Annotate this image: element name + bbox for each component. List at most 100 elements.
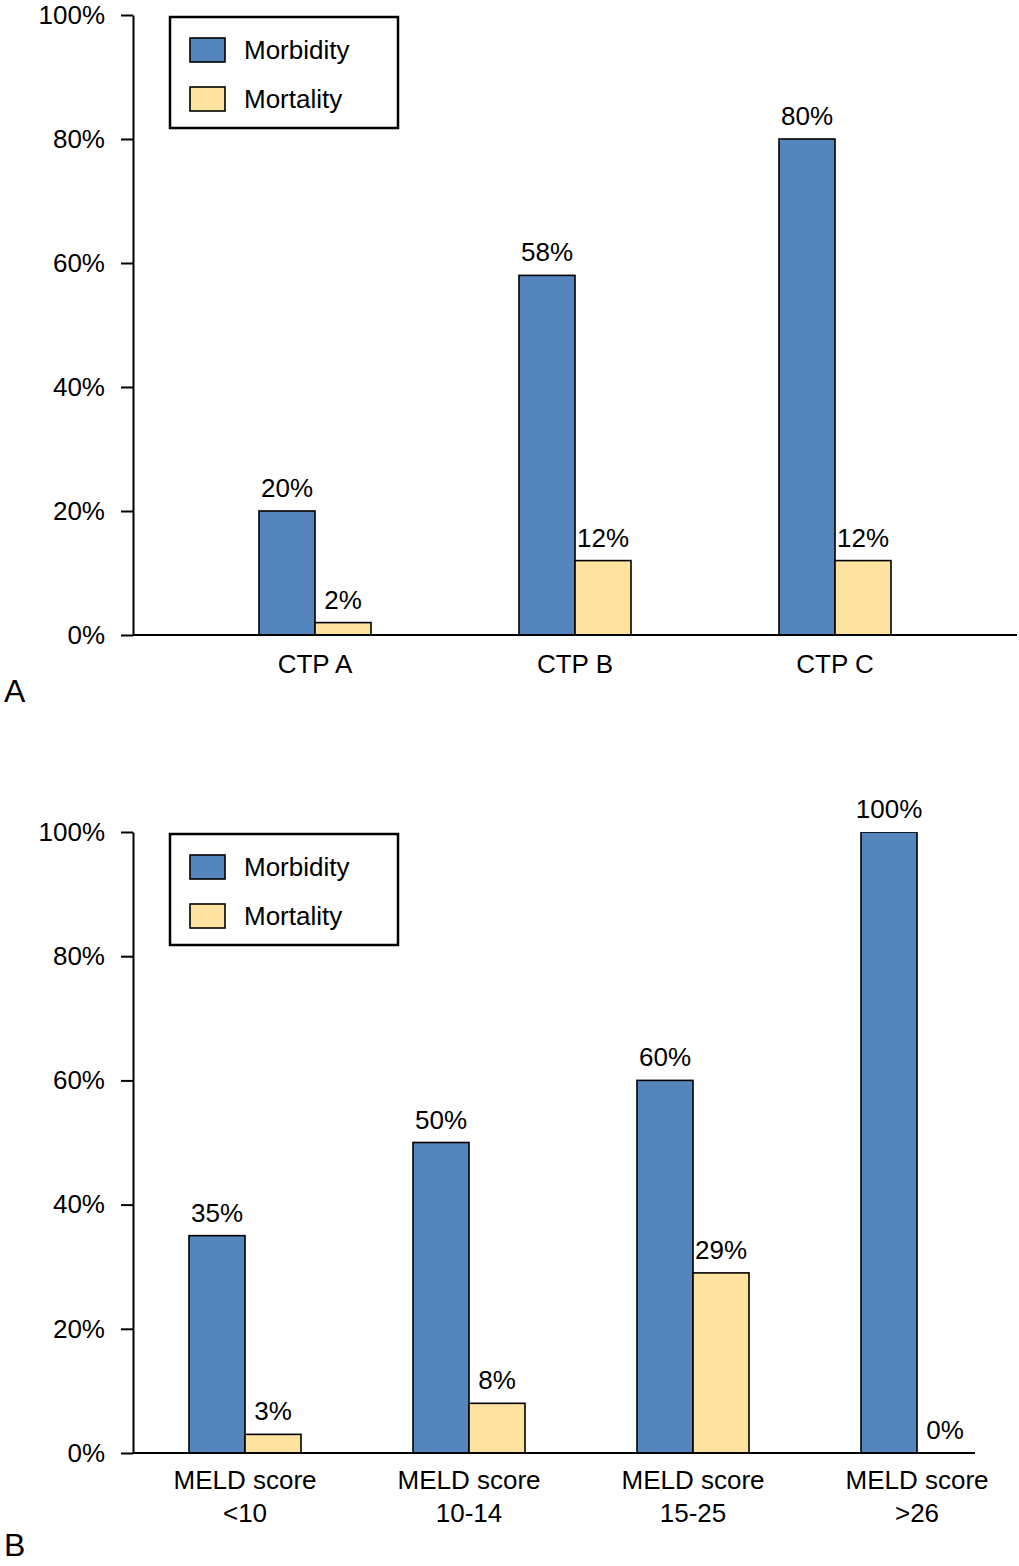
y-tick: 40% [53, 1189, 133, 1219]
x-tick-label: MELD score10-14 [397, 1465, 540, 1528]
y-tick-mark [121, 139, 133, 141]
y-tick: 100% [39, 0, 134, 30]
x-tick-label-line: MELD score [397, 1465, 540, 1495]
bar [469, 1403, 525, 1453]
x-tick: CTP B [537, 635, 613, 679]
y-tick-mark [121, 1080, 133, 1082]
y-axis-line [133, 16, 135, 636]
panel: 35% 50% 60% 100% 3% 8% 29% 0% 0% 20% 40% 60% 80% 100%… [4, 794, 1019, 1563]
data-label: 12% [577, 523, 629, 553]
x-tick-label-line: MELD score [621, 1465, 764, 1495]
x-tick: MELD score10-14 [397, 1453, 540, 1528]
x-tick-label-line: CTP A [278, 649, 353, 679]
x-tick: CTP C [796, 635, 874, 679]
y-tick: 60% [53, 1065, 133, 1095]
y-tick-mark [121, 511, 133, 513]
y-tick-label: 80% [53, 941, 105, 971]
y-axis-line [133, 833, 135, 1454]
bar [315, 623, 371, 635]
x-tick-label-line: >26 [895, 1498, 939, 1528]
y-tick-mark [121, 1328, 133, 1330]
chart-canvas: 20% 58% 80% 2% 12% 12% 0% 20% 40% 60% 80% 100% CTP A… [0, 0, 1019, 1566]
x-tick-label-line: 10-14 [436, 1498, 503, 1528]
x-tick-label: CTP C [796, 649, 874, 679]
y-tick-label: 100% [39, 0, 106, 30]
y-tick-label: 60% [53, 248, 105, 278]
data-label: 29% [695, 1235, 747, 1265]
x-tick-label-line: MELD score [845, 1465, 988, 1495]
legend-swatch [190, 855, 225, 879]
legend-label: Morbidity [244, 35, 349, 65]
data-label: 0% [926, 1415, 964, 1445]
legend-box [170, 17, 398, 128]
y-tick-label: 0% [67, 1438, 105, 1468]
data-label: 2% [324, 585, 362, 615]
data-label: 50% [415, 1105, 467, 1135]
data-label: 8% [478, 1365, 516, 1395]
bar [835, 561, 891, 635]
legend: Morbidity Mortality [170, 17, 398, 128]
data-label: 35% [191, 1198, 243, 1228]
y-tick: 20% [53, 1314, 133, 1344]
legend-box [170, 834, 398, 945]
x-axis-path [134, 635, 1018, 636]
data-label: 100% [856, 794, 923, 824]
legend-label: Mortality [244, 901, 342, 931]
y-tick: 40% [53, 372, 133, 402]
panel-label: B [4, 1527, 25, 1563]
x-axis: MELD score<10MELD score10-14MELD score15… [134, 1453, 1019, 1528]
y-tick-mark [121, 263, 133, 265]
y-tick-mark [121, 832, 133, 834]
y-tick-mark [121, 1453, 133, 1455]
legend-swatch [190, 87, 225, 111]
y-tick-label: 60% [53, 1065, 105, 1095]
x-axis-line [133, 1452, 975, 1454]
y-tick: 60% [53, 248, 133, 278]
y-tick-mark [121, 956, 133, 958]
y-tick-label: 40% [53, 372, 105, 402]
x-tick-label: MELD score<10 [173, 1465, 316, 1528]
panel: 20% 58% 80% 2% 12% 12% 0% 20% 40% 60% 80% 100% CTP A… [4, 0, 1018, 709]
x-tick-label: CTP B [537, 649, 613, 679]
y-tick-mark [121, 1204, 133, 1206]
data-label: 80% [781, 101, 833, 131]
x-tick-label-line: 15-25 [660, 1498, 727, 1528]
bar [637, 1080, 693, 1453]
bar [413, 1143, 469, 1454]
legend-label: Mortality [244, 84, 342, 114]
y-axis: 0% 20% 40% 60% 80% 100% [39, 0, 134, 650]
x-tick: MELD score<10 [173, 1453, 316, 1528]
x-tick-label-line: CTP C [796, 649, 874, 679]
bar [779, 139, 835, 635]
x-axis: CTP A CTP B CTP C [134, 635, 1018, 679]
data-label: 3% [254, 1396, 292, 1426]
x-tick-label-line: <10 [223, 1498, 267, 1528]
data-label: 58% [521, 237, 573, 267]
bar [693, 1273, 749, 1453]
x-axis-path [134, 1453, 1019, 1454]
y-tick: 0% [67, 620, 133, 650]
y-tick-label: 0% [67, 620, 105, 650]
data-label: 20% [261, 473, 313, 503]
legend-label: Morbidity [244, 852, 349, 882]
y-tick-label: 40% [53, 1189, 105, 1219]
x-tick-label: CTP A [278, 649, 353, 679]
y-tick-mark [121, 635, 133, 637]
bar [861, 832, 917, 1453]
x-tick-label-line: MELD score [173, 1465, 316, 1495]
legend-swatch [190, 904, 225, 928]
data-label: 60% [639, 1042, 691, 1072]
x-tick-label: MELD score15-25 [621, 1465, 764, 1528]
y-tick: 80% [53, 124, 133, 154]
y-tick-label: 100% [39, 817, 106, 847]
y-tick: 20% [53, 496, 133, 526]
data-label: 12% [837, 523, 889, 553]
y-tick-mark [121, 387, 133, 389]
y-tick: 0% [67, 1438, 133, 1468]
x-tick: MELD score>26 [845, 1453, 988, 1528]
y-tick-mark [121, 15, 133, 17]
y-tick-label: 80% [53, 124, 105, 154]
bar [259, 511, 315, 635]
bar [519, 275, 575, 635]
legend-swatch [190, 38, 225, 62]
